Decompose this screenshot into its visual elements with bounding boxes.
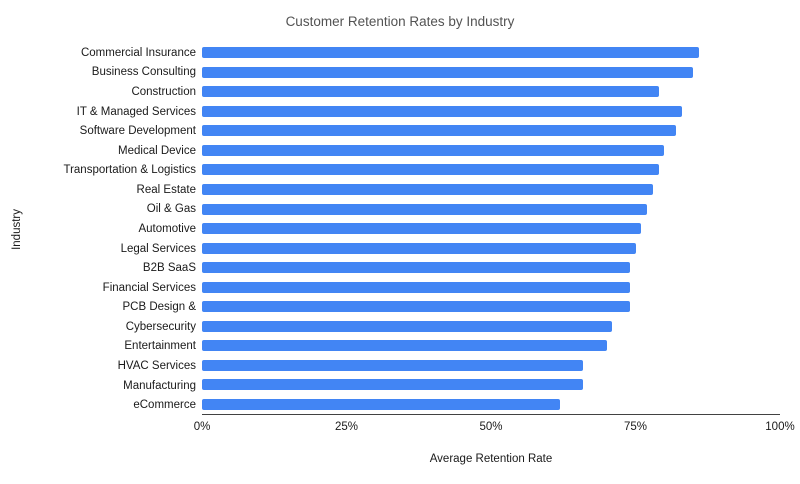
bar-row (202, 102, 780, 122)
bar (202, 359, 584, 371)
bar (202, 105, 682, 117)
category-label: Real Estate (136, 183, 196, 196)
category-label: Cybersecurity (125, 320, 196, 333)
bar (202, 66, 694, 78)
category-label: IT & Managed Services (76, 105, 196, 118)
bar (202, 86, 659, 98)
bar-row (202, 82, 780, 102)
category-label: PCB Design & (122, 301, 196, 314)
bar-row (202, 258, 780, 278)
category-label: Transportation & Logistics (63, 164, 196, 177)
bar-row (202, 180, 780, 200)
category-label: Medical Device (118, 144, 196, 157)
x-tick-label: 75% (623, 421, 648, 433)
category-label: Oil & Gas (146, 203, 196, 216)
category-label: Software Development (79, 125, 196, 138)
bar-row (202, 356, 780, 376)
bar-row (202, 160, 780, 180)
category-label: HVAC Services (117, 360, 196, 373)
category-label: Financial Services (102, 281, 196, 294)
bar (202, 183, 653, 195)
bar-row (202, 63, 780, 83)
bar-row (202, 395, 780, 415)
chart-title: Customer Retention Rates by Industry (285, 14, 515, 29)
category-labels: Commercial Insurance Business Consulting C… (0, 43, 196, 415)
category-label: Commercial Insurance (80, 46, 196, 59)
bar (202, 320, 613, 332)
bar-row (202, 375, 780, 395)
x-tick-label: 100% (765, 421, 795, 433)
bar (202, 125, 676, 137)
category-label: Legal Services (120, 242, 196, 255)
bar (202, 47, 700, 59)
bar-row (202, 43, 780, 63)
bar-row (202, 141, 780, 161)
bar-row (202, 199, 780, 219)
bar (202, 281, 630, 293)
bar (202, 398, 561, 410)
x-axis-ticks: 0% 25% 50% 75% 100% (194, 421, 795, 437)
bar-row (202, 336, 780, 356)
category-label: Business Consulting (91, 66, 196, 79)
x-axis-title: Average Retention Rate (429, 453, 553, 465)
bar (202, 223, 642, 235)
bar (202, 301, 630, 313)
bar (202, 242, 636, 254)
bar-row (202, 121, 780, 141)
category-label: Entertainment (124, 340, 196, 353)
bar-row (202, 316, 780, 336)
bar (202, 379, 584, 391)
bar (202, 203, 648, 215)
category-label: Automotive (138, 222, 196, 235)
category-label: Construction (131, 85, 196, 98)
bar-row (202, 277, 780, 297)
bar (202, 164, 659, 176)
x-tick-label: 50% (479, 421, 503, 433)
category-label: Manufacturing (123, 379, 196, 392)
x-tick-label: 0% (193, 421, 211, 433)
bar-row (202, 238, 780, 258)
category-label: eCommerce (133, 399, 196, 412)
bar (202, 340, 607, 352)
plot-area (202, 43, 780, 415)
bar-row (202, 219, 780, 239)
x-tick-label: 25% (334, 421, 359, 433)
bar (202, 144, 665, 156)
category-label: B2B SaaS (142, 262, 196, 275)
bar-row (202, 297, 780, 317)
bar (202, 262, 630, 274)
